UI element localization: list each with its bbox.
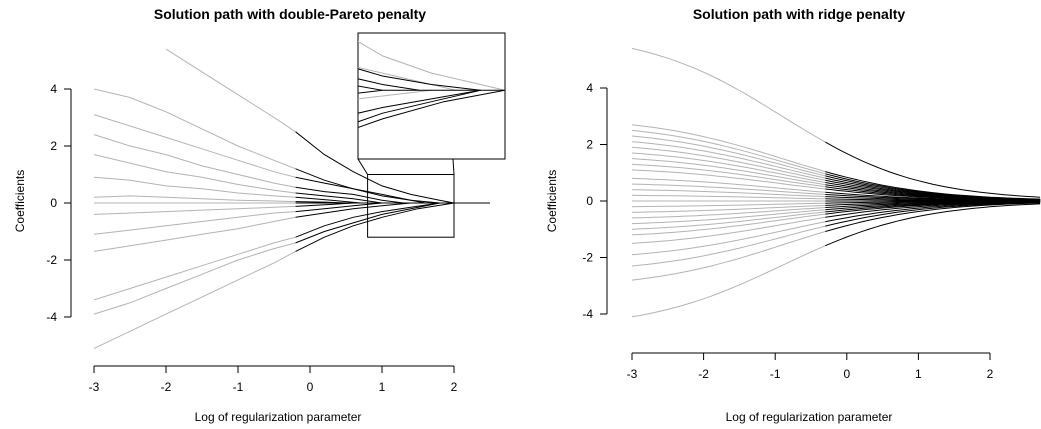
left-chart-title: Solution path with double-Pareto penalty xyxy=(154,6,426,22)
coefficient-path-late xyxy=(295,202,411,218)
coefficient-path-early xyxy=(631,47,826,143)
x-tick-label: -2 xyxy=(698,367,709,381)
coefficient-path-early xyxy=(631,183,826,195)
left-x-axis-label: Log of regularization parameter xyxy=(195,410,362,424)
coefficient-path-late xyxy=(295,131,455,204)
coefficient-path-early xyxy=(93,216,296,252)
y-tick-label: 2 xyxy=(50,139,57,153)
right-y-axis-label: Coefficients xyxy=(545,170,559,232)
coefficient-path-late xyxy=(295,202,354,207)
zoom-connector-right xyxy=(452,158,455,175)
coefficient-path-early xyxy=(631,209,826,225)
coefficient-path-late xyxy=(825,202,1041,227)
coefficient-path-late xyxy=(825,203,1041,247)
coefficient-path-early xyxy=(631,129,826,175)
coefficient-path-early xyxy=(93,134,296,188)
coefficient-path-early xyxy=(93,250,296,349)
right-chart-title: Solution path with ridge penalty xyxy=(693,6,906,22)
coefficient-path-early xyxy=(631,158,826,186)
coefficient-path-early xyxy=(631,194,826,200)
coefficient-path-early xyxy=(631,189,826,198)
x-tick-label: 2 xyxy=(987,367,994,381)
x-tick-label: -2 xyxy=(161,380,172,394)
coefficient-path-late xyxy=(825,141,1041,198)
left-panel: Solution path with double-Pareto penalty… xyxy=(13,6,506,424)
inset-coefficient-path xyxy=(358,89,383,94)
right-early-path-lines xyxy=(631,47,826,318)
y-tick-label: -2 xyxy=(46,253,57,267)
coefficient-path-early xyxy=(631,177,826,193)
left-y-axis-label: Coefficients xyxy=(13,170,27,232)
coefficient-path-early xyxy=(631,135,826,177)
coefficient-path-late xyxy=(295,196,361,204)
coefficient-path-early xyxy=(631,216,826,244)
zoom-inset-lines xyxy=(358,41,505,129)
coefficient-path-early xyxy=(631,211,826,230)
coefficient-path-early xyxy=(631,124,826,173)
inset-coefficient-path xyxy=(358,85,383,91)
inset-coefficient-path xyxy=(358,68,481,91)
right-panel: Solution path with ridge penalty Log of … xyxy=(545,6,1041,424)
y-tick-label: 4 xyxy=(50,82,57,96)
coefficient-path-early xyxy=(631,202,826,208)
left-early-path-lines xyxy=(93,48,296,349)
coefficient-path-early xyxy=(631,225,826,267)
coefficient-path-early xyxy=(93,154,296,194)
coefficient-path-early xyxy=(93,242,296,315)
inset-coefficient-path xyxy=(358,89,481,114)
zoom-region-box xyxy=(367,174,455,238)
coefficient-path-early xyxy=(631,152,826,183)
y-tick-label: 4 xyxy=(586,81,593,95)
coefficient-path-early xyxy=(93,211,296,235)
coefficient-path-late xyxy=(295,202,455,252)
right-axes: -3 -2 -1 0 1 2 -4 -2 0 2 4 xyxy=(582,81,993,381)
coefficient-path-late xyxy=(295,186,404,204)
coefficient-path-early xyxy=(93,205,296,215)
coefficient-path-early xyxy=(631,231,826,281)
coefficient-path-early xyxy=(93,236,296,301)
inset-coefficient-path xyxy=(358,89,432,100)
y-tick-label: 2 xyxy=(586,138,593,152)
x-tick-label: 0 xyxy=(307,380,314,394)
coefficient-path-early xyxy=(631,204,826,213)
coefficient-path-early xyxy=(631,146,826,181)
inset-coefficient-path xyxy=(358,66,457,91)
left-zoom-inset xyxy=(357,32,506,238)
x-tick-label: -3 xyxy=(627,367,638,381)
coefficient-path-early xyxy=(93,114,296,178)
coefficient-path-early xyxy=(631,207,826,219)
right-late-path-lines xyxy=(825,141,1041,247)
y-tick-label: 0 xyxy=(50,196,57,210)
x-tick-label: -1 xyxy=(233,380,244,394)
inset-coefficient-path xyxy=(358,89,481,123)
x-tick-label: 2 xyxy=(451,380,458,394)
x-tick-label: -3 xyxy=(89,380,100,394)
coefficient-path-early xyxy=(165,48,296,133)
coefficient-path-early xyxy=(93,195,296,203)
x-tick-label: -1 xyxy=(770,367,781,381)
inset-coefficient-path xyxy=(358,41,505,91)
inset-coefficient-path xyxy=(358,78,420,91)
y-tick-label: -2 xyxy=(582,251,593,265)
coefficient-path-early xyxy=(631,169,826,190)
zoom-connector-left xyxy=(357,158,369,175)
y-tick-label: -4 xyxy=(46,310,57,324)
x-tick-label: 0 xyxy=(843,367,850,381)
coefficient-path-early xyxy=(93,88,296,170)
coefficient-path-early xyxy=(631,163,826,188)
coefficient-path-early xyxy=(631,245,826,318)
coefficient-path-early xyxy=(93,176,296,198)
y-tick-label: 0 xyxy=(586,194,593,208)
coefficient-path-late xyxy=(825,202,1041,232)
inset-coefficient-path xyxy=(358,89,505,129)
x-tick-label: 1 xyxy=(915,367,922,381)
left-axes: -3 -2 -1 0 1 2 -4 -2 0 2 4 xyxy=(46,82,457,394)
coefficient-path-early xyxy=(631,221,826,256)
coefficient-path-early xyxy=(631,141,826,179)
coefficient-path-early xyxy=(631,213,826,236)
right-x-axis-label: Log of regularization parameter xyxy=(726,410,893,424)
x-tick-label: 1 xyxy=(379,380,386,394)
y-tick-label: -4 xyxy=(582,307,593,321)
